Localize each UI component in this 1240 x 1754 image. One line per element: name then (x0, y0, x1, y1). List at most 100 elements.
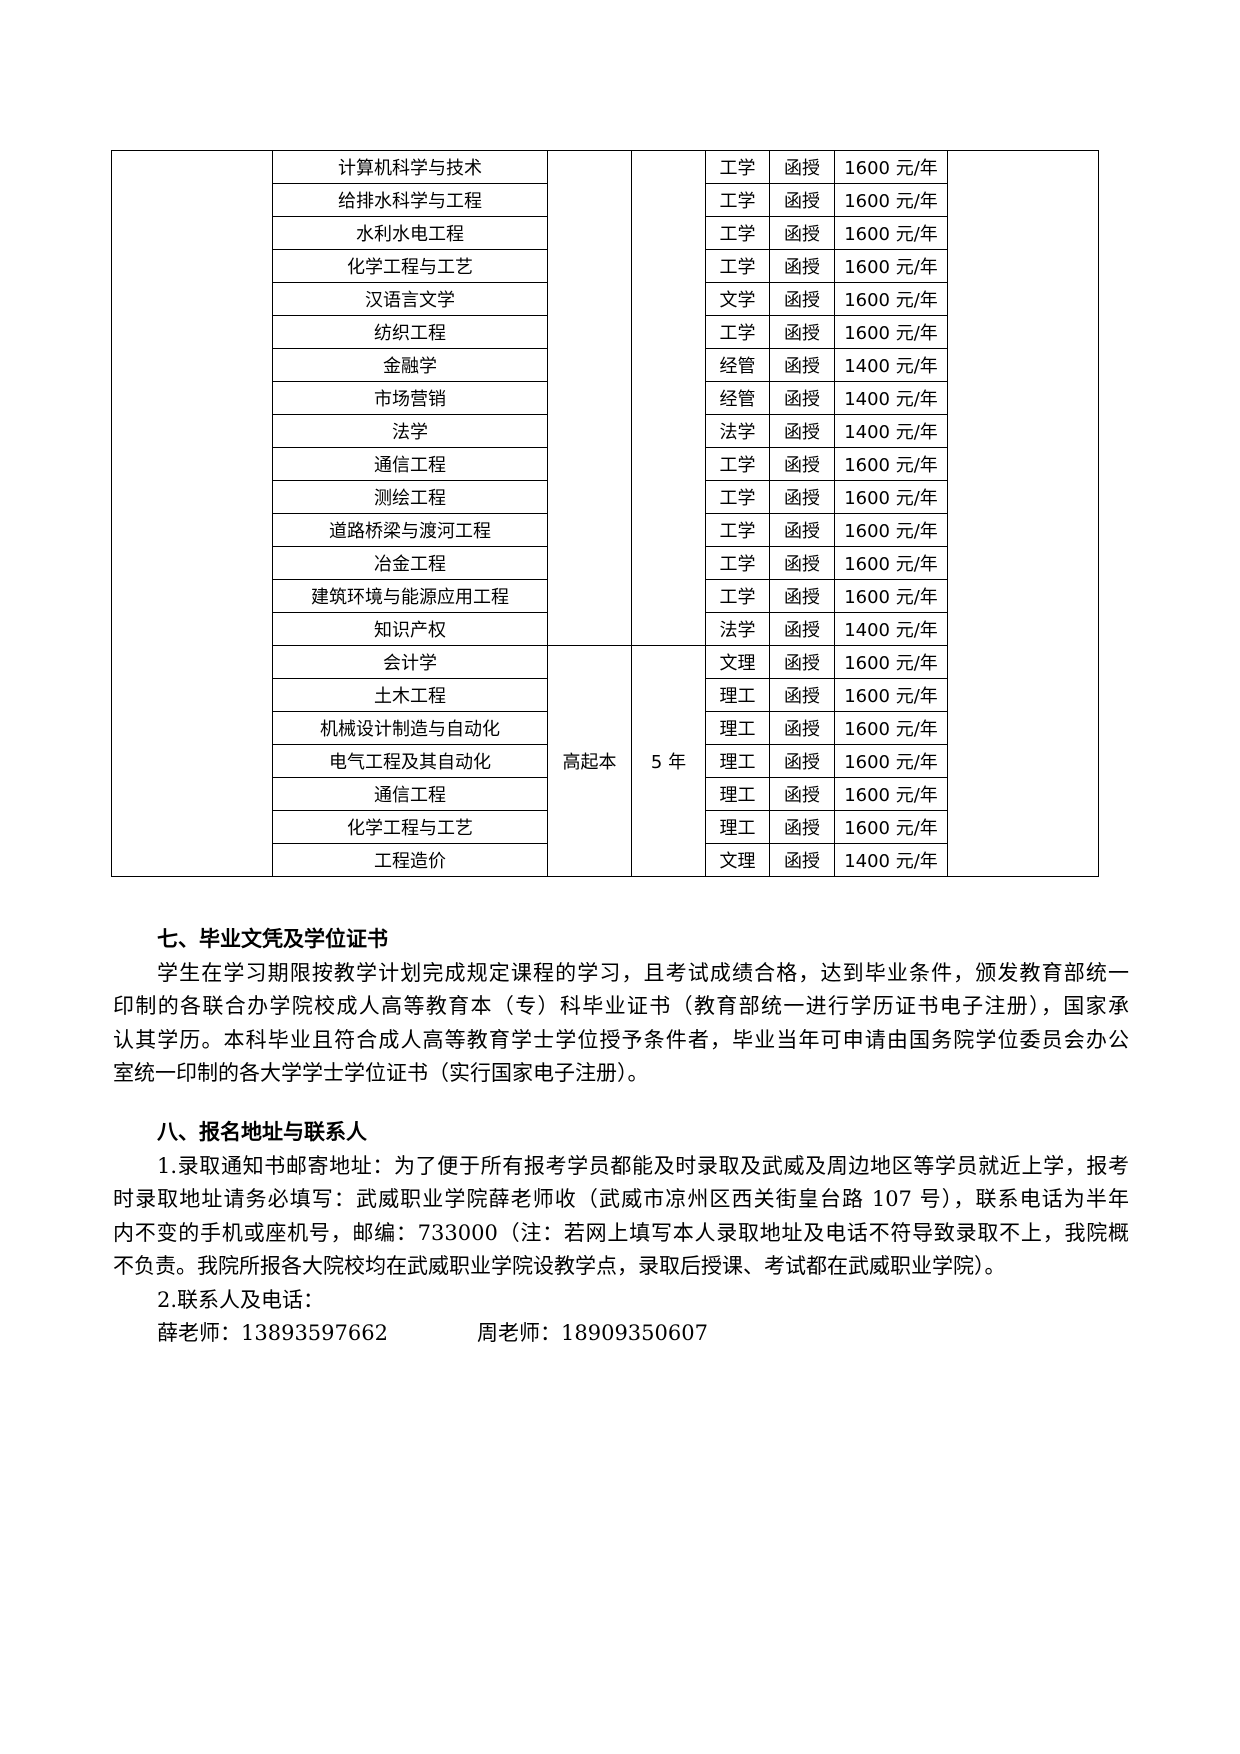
fee-cell: 1400 元/年 (834, 414, 948, 448)
category-cell: 工学 (705, 579, 770, 613)
mode-cell: 函授 (769, 645, 835, 679)
paragraph-line: 不负责。我院所报各大院校均在武威职业学院设教学点，录取后授课、考试都在武威职业学… (113, 1254, 1006, 1278)
mode-cell: 函授 (769, 546, 835, 580)
table-row: 电气工程及其自动化 理工 函授 1600 元/年 (112, 744, 1099, 778)
fee-cell: 1600 元/年 (834, 315, 948, 349)
section-registration-contact: 八、报名地址与联系人 1.录取通知书邮寄地址：为了便于所有报考学员都能及时录取及… (113, 1116, 1129, 1351)
category-cell: 法学 (705, 612, 770, 646)
duration-cell (631, 150, 706, 646)
category-cell: 工学 (705, 480, 770, 514)
major-cell: 化学工程与工艺 (272, 810, 548, 844)
mode-cell: 函授 (769, 711, 835, 745)
mode-cell: 函授 (769, 447, 835, 481)
paragraph-line: 1.录取通知书邮寄地址：为了便于所有报考学员都能及时录取及武威及周边地区等学员就… (157, 1153, 1129, 1178)
major-cell: 冶金工程 (272, 546, 548, 580)
major-cell: 汉语言文学 (272, 282, 548, 316)
category-cell: 工学 (705, 546, 770, 580)
category-cell: 工学 (705, 216, 770, 250)
fee-cell: 1600 元/年 (834, 249, 948, 283)
contacts-row: 薛老师：13893597662 周老师：18909350607 (113, 1317, 1129, 1351)
table-row: 法学 法学 函授 1400 元/年 (112, 414, 1099, 448)
category-cell: 工学 (705, 150, 770, 184)
table-row: 纺织工程 工学 函授 1600 元/年 (112, 315, 1099, 349)
table-row: 给排水科学与工程 工学 函授 1600 元/年 (112, 183, 1099, 217)
fee-cell: 1400 元/年 (834, 348, 948, 382)
category-cell: 理工 (705, 810, 770, 844)
fee-cell: 1400 元/年 (834, 843, 948, 877)
fee-cell: 1400 元/年 (834, 381, 948, 415)
fee-cell: 1600 元/年 (834, 150, 948, 184)
category-cell: 理工 (705, 777, 770, 811)
section-heading: 七、毕业文凭及学位证书 (157, 927, 388, 951)
table-row: 通信工程 工学 函授 1600 元/年 (112, 447, 1099, 481)
category-cell: 文学 (705, 282, 770, 316)
mode-cell: 函授 (769, 777, 835, 811)
mode-cell: 函授 (769, 183, 835, 217)
major-cell: 工程造价 (272, 843, 548, 877)
mode-cell: 函授 (769, 579, 835, 613)
fee-cell: 1600 元/年 (834, 744, 948, 778)
paragraph-line: 内不变的手机或座机号，邮编：733000（注：若网上填写本人录取地址及电话不符导… (113, 1220, 1129, 1245)
major-cell: 纺织工程 (272, 315, 548, 349)
major-cell: 测绘工程 (272, 480, 548, 514)
major-cell: 道路桥梁与渡河工程 (272, 513, 548, 547)
mode-cell: 函授 (769, 216, 835, 250)
major-cell: 水利水电工程 (272, 216, 548, 250)
major-cell: 计算机科学与技术 (272, 150, 548, 184)
table-row: 工程造价 文理 函授 1400 元/年 (112, 843, 1099, 877)
major-cell: 电气工程及其自动化 (272, 744, 548, 778)
major-cell: 化学工程与工艺 (272, 249, 548, 283)
paragraph-line: 印制的各联合办学院校成人高等教育本（专）科毕业证书（教育部统一进行学历证书电子注… (113, 994, 1129, 1018)
table-row: 建筑环境与能源应用工程 工学 函授 1600 元/年 (112, 579, 1099, 613)
major-cell: 法学 (272, 414, 548, 448)
major-cell: 市场营销 (272, 381, 548, 415)
contacts-label: 2.联系人及电话： (157, 1287, 325, 1312)
major-cell: 金融学 (272, 348, 548, 382)
category-cell: 工学 (705, 315, 770, 349)
category-cell: 文理 (705, 645, 770, 679)
major-cell: 知识产权 (272, 612, 548, 646)
mode-cell: 函授 (769, 612, 835, 646)
category-cell: 工学 (705, 249, 770, 283)
fee-cell: 1600 元/年 (834, 777, 948, 811)
major-cell: 机械设计制造与自动化 (272, 711, 548, 745)
mode-cell: 函授 (769, 678, 835, 712)
fee-cell: 1600 元/年 (834, 810, 948, 844)
category-cell: 理工 (705, 711, 770, 745)
contact-xue: 薛老师：13893597662 (157, 1321, 388, 1345)
mode-cell: 函授 (769, 381, 835, 415)
mode-cell: 函授 (769, 480, 835, 514)
table-row: 金融学 经管 函授 1400 元/年 (112, 348, 1099, 382)
major-cell: 建筑环境与能源应用工程 (272, 579, 548, 613)
mode-cell: 函授 (769, 315, 835, 349)
paragraph-line: 室统一印制的各大学学士学位证书（实行国家电子注册）。 (113, 1061, 649, 1085)
level-cell: 高起本 (547, 645, 632, 877)
fee-cell: 1600 元/年 (834, 711, 948, 745)
fee-cell: 1600 元/年 (834, 282, 948, 316)
category-cell: 工学 (705, 183, 770, 217)
table-row: 冶金工程 工学 函授 1600 元/年 (112, 546, 1099, 580)
major-cell: 通信工程 (272, 447, 548, 481)
major-cell: 会计学 (272, 645, 548, 679)
table-row: 汉语言文学 文学 函授 1600 元/年 (112, 282, 1099, 316)
fee-cell: 1600 元/年 (834, 183, 948, 217)
mode-cell: 函授 (769, 843, 835, 877)
paragraph-line: 时录取地址请务必填写：武威职业学院薛老师收（武威市凉州区西关街皇台路 107 号… (113, 1187, 1129, 1211)
fee-cell: 1400 元/年 (834, 612, 948, 646)
table-row: 水利水电工程 工学 函授 1600 元/年 (112, 216, 1099, 250)
fee-cell: 1600 元/年 (834, 447, 948, 481)
category-cell: 理工 (705, 744, 770, 778)
mode-cell: 函授 (769, 348, 835, 382)
mode-cell: 函授 (769, 744, 835, 778)
notes-cell (947, 150, 1099, 877)
mode-cell: 函授 (769, 414, 835, 448)
fee-cell: 1600 元/年 (834, 513, 948, 547)
majors-table: 计算机科学与技术 工学 函授 1600 元/年 给排水科学与工程 工学 函授 1600 元/年… (111, 150, 1099, 877)
table-row: 会计学 高起本 5 年文理 函授 1600 元/年 (112, 645, 1099, 877)
section-graduation-certificates: 七、毕业文凭及学位证书 学生在学习期限按教学计划完成规定课程的学习，且考试成绩合… (113, 923, 1129, 1091)
category-cell: 经管 (705, 381, 770, 415)
table-row: 化学工程与工艺 理工 函授 1600 元/年 (112, 810, 1099, 844)
category-cell: 经管 (705, 348, 770, 382)
fee-cell: 1600 元/年 (834, 546, 948, 580)
mode-cell: 函授 (769, 513, 835, 547)
